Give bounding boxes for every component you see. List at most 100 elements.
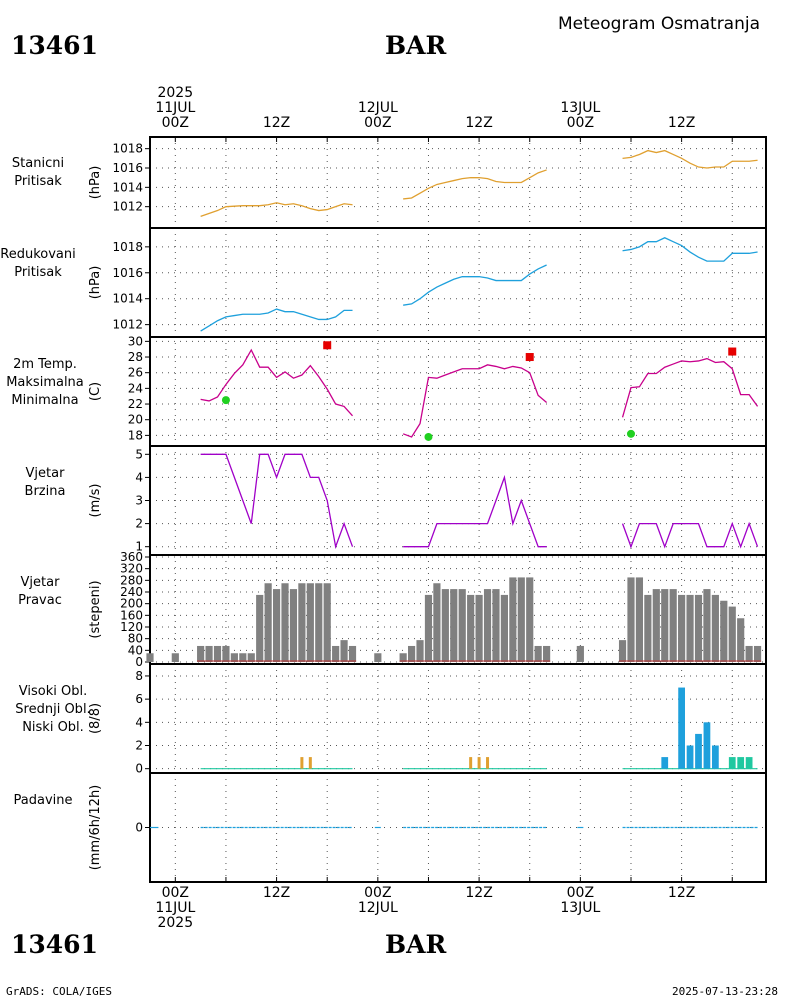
time-label-line: 13JUL	[560, 100, 601, 116]
y-tick-label: 0	[135, 655, 143, 669]
wind-direction-bar	[694, 594, 703, 662]
mid-cloud-bar	[745, 757, 753, 769]
wind-direction-bar	[424, 594, 433, 662]
wind-direction-bar	[475, 594, 483, 662]
wind-direction-bar	[197, 645, 205, 662]
wind-direction-bar	[146, 653, 154, 662]
wind-direction-bar	[281, 583, 289, 662]
time-label-line: 12Z	[667, 115, 696, 131]
plot-frame	[149, 136, 767, 883]
wind-direction-bar	[661, 589, 669, 662]
y-tick-label: 40	[128, 643, 143, 657]
time-label-line: 12Z	[465, 115, 493, 131]
time-label: 00Z 11JUL 2025	[135, 886, 215, 931]
wind-direction-bar	[720, 600, 728, 662]
wind-direction-bar	[543, 645, 551, 662]
y-tick-label: 1016	[112, 266, 143, 280]
wind-direction-bar	[332, 645, 340, 662]
temp-max-marker	[525, 353, 534, 362]
wind-direction-bar	[753, 645, 762, 662]
y-tick-label: 1018	[112, 240, 143, 254]
wind-direction-bar	[500, 594, 508, 662]
label-station-pressure-line2: Pritisak	[14, 174, 62, 189]
y-tick-label: 2	[135, 517, 143, 531]
y-tick-label: 120	[120, 620, 143, 634]
wind-direction-bar	[374, 653, 382, 662]
wind-direction-bar	[526, 577, 534, 662]
time-label: 12Z	[642, 886, 722, 901]
wind-direction-bar	[433, 583, 441, 662]
temperature-line	[621, 357, 759, 418]
label-precipitation: Padavine	[0, 792, 86, 810]
station-pressure-line	[200, 202, 353, 217]
y-tick-label: 18	[128, 428, 143, 442]
label-clouds: Visoki Obl. Srednji Obl. Niski Obl.	[0, 683, 106, 737]
panel-wind_speed: 1 2 3 4 5 (m/s)	[88, 446, 766, 555]
time-label: 12Z	[642, 116, 722, 131]
wind-direction-bar	[652, 589, 660, 662]
time-label-line: 11JUL	[155, 900, 196, 916]
time-label: 12Z	[439, 116, 519, 131]
y-tick-label: 160	[120, 608, 143, 622]
time-label: 13JUL 00Z	[540, 101, 620, 131]
time-label-line: 12Z	[262, 115, 291, 131]
wind-direction-bar	[222, 645, 230, 662]
wind-direction-bar	[458, 589, 466, 662]
y-tick-label: 0	[135, 762, 143, 776]
y-axis-label: (8/8)	[88, 703, 103, 734]
label-wind-speed-line2: Brzina	[24, 484, 66, 499]
wind-speed-line	[621, 521, 759, 549]
temperature-line	[200, 348, 354, 417]
wind-direction-bar	[576, 645, 584, 662]
wind-direction-bar	[306, 583, 314, 662]
temp-min-marker	[626, 429, 635, 438]
wind-direction-bar	[348, 645, 357, 662]
wind-direction-bar	[669, 589, 677, 662]
footer-credit: GrADS: COLA/IGES	[6, 985, 112, 998]
wind-direction-bar	[213, 645, 222, 662]
low-cloud-bar	[477, 757, 481, 769]
y-axis-label: (hPa)	[88, 166, 103, 200]
temp-max-marker	[323, 341, 332, 350]
y-tick-label: 80	[128, 632, 143, 646]
label-clouds-high: Visoki Obl.	[18, 684, 88, 699]
high-cloud-bar	[678, 687, 685, 769]
wind-direction-bar	[711, 594, 719, 662]
y-tick-label: 4	[135, 715, 143, 729]
wind-direction-bar	[678, 594, 686, 662]
wind-direction-bar	[289, 589, 298, 662]
wind-direction-bar	[315, 583, 323, 662]
label-temperature-line1: 2m Temp.	[13, 357, 77, 372]
y-tick-label: 1018	[112, 142, 143, 156]
mid-cloud-bar	[737, 757, 745, 769]
y-tick-label: 320	[120, 562, 143, 576]
label-station-pressure: Stanicni Pritisak	[0, 155, 76, 191]
time-label-line: 2025	[157, 85, 194, 101]
y-axis-label: (C)	[88, 382, 103, 401]
panel-reduced_pressure: 1012 1014 1016 1018 (hPa)	[88, 228, 766, 337]
wind-direction-bar	[492, 589, 500, 662]
wind-direction-bar	[230, 653, 238, 662]
y-tick-label: 1014	[112, 292, 143, 306]
chart-title: Meteogram Osmatranja	[558, 14, 761, 34]
time-label-line: 00Z	[566, 115, 595, 131]
mid-cloud-bar	[728, 757, 736, 769]
station-pressure-line	[403, 169, 547, 200]
y-tick-label: 4	[135, 470, 143, 484]
wind-direction-bar	[298, 583, 306, 662]
station-pressure-line	[622, 149, 758, 169]
wind-direction-bar	[517, 577, 525, 662]
y-tick-label: 8	[135, 669, 143, 683]
low-cloud-bar	[308, 757, 312, 769]
y-tick-label: 1014	[112, 180, 143, 194]
time-label: 12Z	[439, 886, 519, 901]
wind-direction-bar	[644, 594, 652, 662]
y-tick-label: 30	[128, 334, 143, 348]
label-wind-direction: Vjetar Pravac	[0, 574, 80, 610]
label-reduced-pressure: Redukovani Pritisak	[0, 246, 76, 282]
y-tick-label: 240	[120, 585, 143, 599]
wind-direction-bar	[627, 577, 635, 662]
label-precipitation-line1: Padavine	[13, 793, 73, 808]
low-cloud-bar	[469, 757, 473, 769]
wind-direction-bar	[323, 583, 331, 662]
